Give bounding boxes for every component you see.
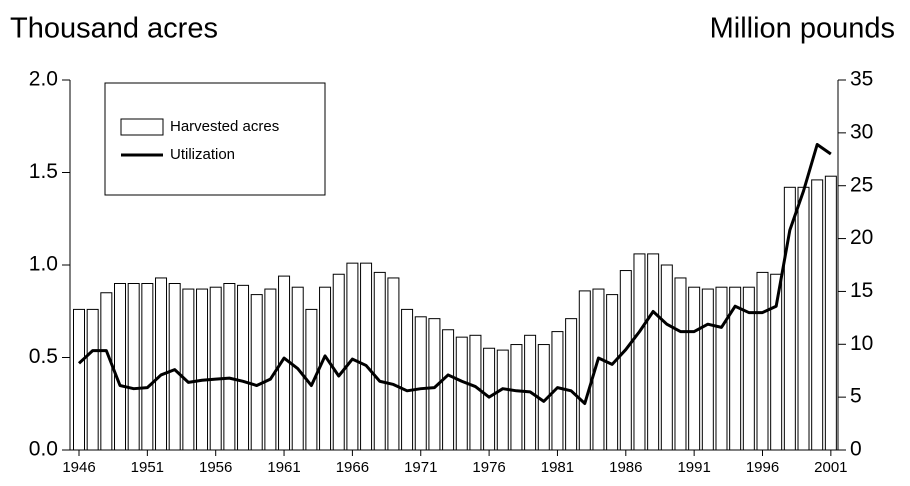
y2-tick-label: 5: [850, 385, 862, 408]
y2-tick-label: 25: [850, 173, 873, 196]
bar: [360, 262, 373, 451]
bar: [387, 277, 400, 451]
bar: [319, 286, 332, 451]
bar: [647, 253, 660, 451]
bar: [346, 262, 359, 451]
y2-axis-label: Million pounds: [710, 13, 895, 45]
bar: [373, 271, 386, 451]
bar: [455, 336, 468, 451]
bar: [565, 318, 578, 451]
bar: [141, 283, 154, 451]
x-tick-label: 1971: [404, 459, 437, 476]
y2-tick-label: 10: [850, 332, 873, 355]
bar: [237, 284, 250, 451]
bar: [688, 286, 701, 451]
y-tick-label: 1.0: [29, 253, 58, 276]
bar: [715, 286, 728, 451]
bar: [223, 283, 236, 451]
bar: [674, 277, 687, 451]
y-tick-label: 0.0: [29, 438, 58, 461]
bar: [127, 283, 140, 451]
bar: [414, 316, 427, 451]
x-tick-label: 1951: [131, 459, 164, 476]
bar: [155, 277, 168, 451]
bar: [797, 186, 810, 451]
bar: [250, 294, 263, 451]
bar: [264, 288, 277, 451]
bar: [209, 286, 222, 451]
y-tick-label: 2.0: [29, 68, 58, 91]
y2-tick-label: 20: [850, 226, 873, 249]
x-tick-label: 1966: [336, 459, 369, 476]
y-axis-label: Thousand acres: [10, 13, 218, 45]
y2-tick-label: 35: [850, 68, 873, 91]
legend-label: Utilization: [170, 146, 235, 163]
bar: [442, 329, 455, 451]
x-tick-label: 1946: [62, 459, 95, 476]
bar: [168, 283, 181, 451]
bar: [483, 347, 496, 451]
bar: [100, 292, 113, 451]
legend-label: Harvested acres: [170, 118, 279, 135]
bar: [182, 288, 195, 451]
y-tick-label: 0.5: [29, 345, 58, 368]
bar: [619, 270, 632, 451]
bar: [332, 273, 345, 451]
bar: [633, 253, 646, 451]
bar: [811, 179, 824, 451]
bar: [86, 308, 99, 451]
bar: [196, 288, 209, 451]
y2-tick-label: 0: [850, 438, 862, 461]
x-tick-label: 2001: [814, 459, 847, 476]
bar: [824, 175, 837, 451]
bar: [496, 349, 509, 451]
bar: [756, 271, 769, 451]
bar: [578, 290, 591, 451]
bar: [606, 294, 619, 451]
x-tick-label: 1976: [472, 459, 505, 476]
line: [77, 142, 832, 405]
bar: [701, 288, 714, 451]
y2-tick-label: 15: [850, 279, 873, 302]
x-tick-label: 1961: [267, 459, 300, 476]
legend-swatch: [120, 118, 164, 136]
x-tick-label: 1996: [746, 459, 779, 476]
bar: [401, 308, 414, 451]
legend-box: [104, 82, 326, 196]
bar: [660, 264, 673, 451]
x-tick-label: 1991: [677, 459, 710, 476]
bar: [73, 308, 85, 451]
y-tick-label: 1.5: [29, 160, 58, 183]
bar: [469, 334, 482, 451]
bar: [510, 344, 523, 451]
x-tick-label: 1986: [609, 459, 642, 476]
x-tick-label: 1981: [541, 459, 574, 476]
y2-tick-label: 30: [850, 120, 873, 143]
bar: [114, 283, 127, 451]
x-tick-label: 1956: [199, 459, 232, 476]
